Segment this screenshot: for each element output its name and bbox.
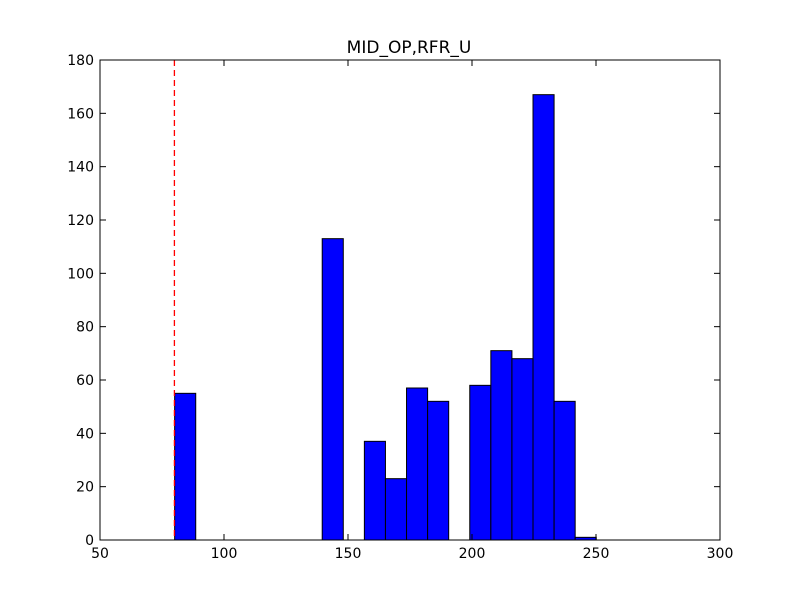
y-tick-label: 60	[76, 373, 94, 389]
histogram-bar	[532, 94, 555, 541]
y-tick-label: 20	[76, 480, 94, 496]
x-tick-label: 100	[211, 546, 238, 562]
y-tick-label: 80	[76, 320, 94, 336]
plot-frame	[99, 59, 721, 541]
y-tick-label: 140	[67, 160, 94, 176]
histogram-bar	[427, 400, 450, 541]
histogram-bar	[490, 350, 513, 541]
histogram-bar	[406, 387, 429, 541]
chart-title: MID_OP,RFR_U	[347, 38, 472, 58]
y-tick-label: 100	[67, 266, 94, 282]
histogram-bar	[321, 238, 344, 541]
histogram-bar	[363, 440, 386, 541]
x-axis: 50 100 150 200 250 300	[91, 60, 733, 562]
x-tick-label: 300	[707, 546, 734, 562]
y-axis: 0 20 40 60 80 100 120 140 160 180	[67, 53, 720, 549]
histogram-bar	[553, 400, 576, 541]
y-tick-label: 160	[67, 106, 94, 122]
y-tick-label: 0	[85, 533, 94, 549]
x-tick-label: 150	[335, 546, 362, 562]
x-tick-label: 50	[91, 546, 109, 562]
histogram-bar	[511, 358, 534, 541]
x-tick-label: 250	[583, 546, 610, 562]
bars-group	[174, 94, 597, 541]
histogram-bar	[469, 384, 492, 541]
x-tick-label: 200	[459, 546, 486, 562]
histogram-bar	[384, 478, 408, 541]
y-tick-label: 180	[67, 53, 94, 69]
histogram-bar	[174, 392, 197, 541]
y-tick-label: 120	[67, 213, 94, 229]
y-tick-label: 40	[76, 426, 94, 442]
